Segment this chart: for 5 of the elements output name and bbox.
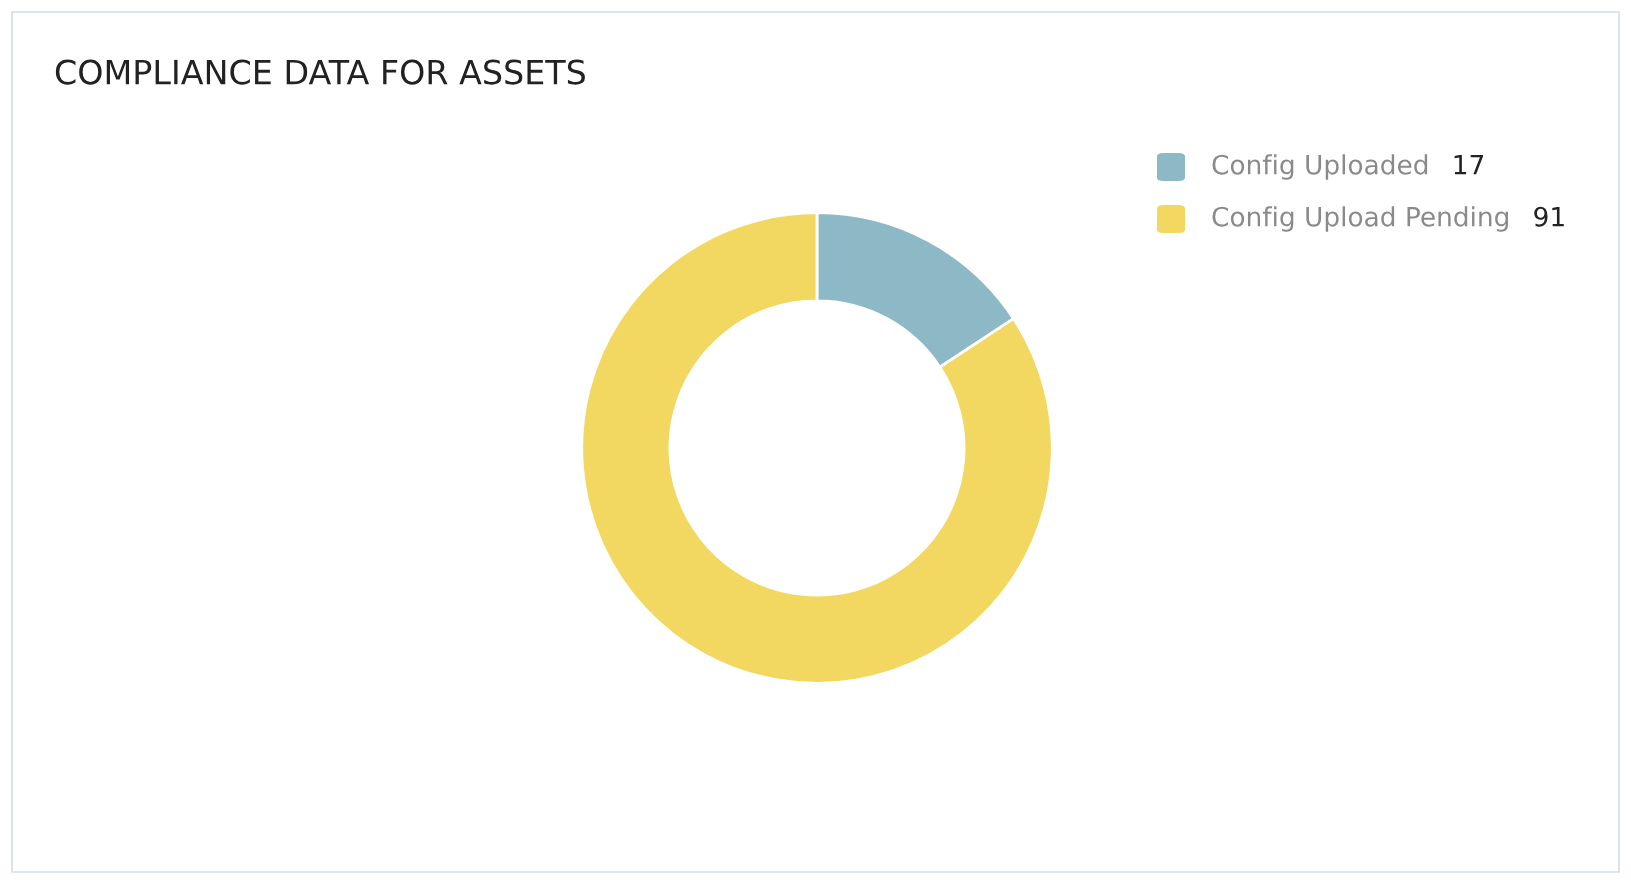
legend-label: Config Upload Pending xyxy=(1212,206,1508,232)
legend-label: Config Uploaded xyxy=(1212,154,1428,180)
data-label: 91 xyxy=(1534,206,1564,227)
chart-title: COMPLIANCE DATA FOR ASSETS xyxy=(55,59,585,85)
data-label: 17 xyxy=(1454,155,1484,175)
